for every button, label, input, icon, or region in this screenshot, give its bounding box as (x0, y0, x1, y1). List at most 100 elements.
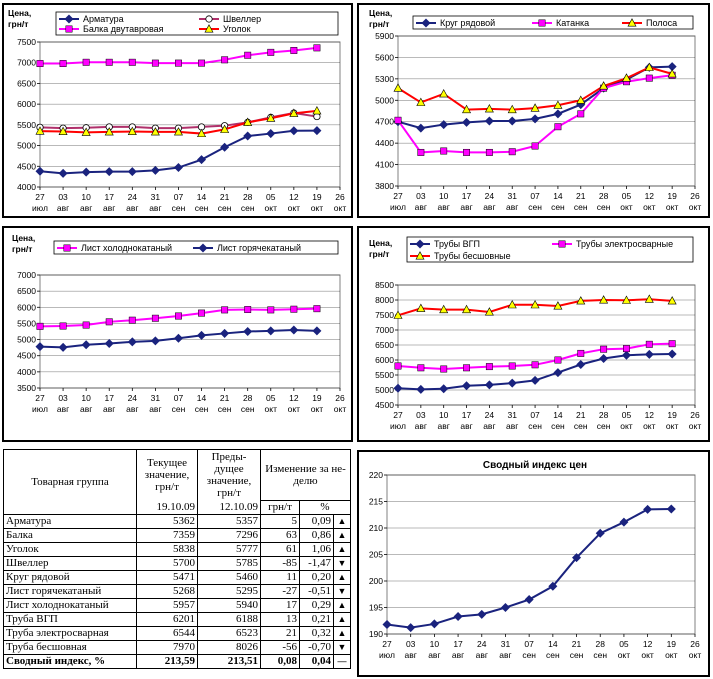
x-tick-label-month: сен (241, 203, 255, 213)
data-point (243, 117, 253, 126)
y-tick-label: 4000 (17, 367, 36, 377)
x-tick-label-day: 14 (548, 639, 558, 649)
header-group: Товарная группа (3, 449, 137, 515)
data-point (553, 368, 563, 378)
data-point (668, 340, 676, 348)
data-point (577, 349, 585, 357)
table-total-row: Сводный индекс, % 213,59 213,51 0,08 0,04— (3, 653, 351, 669)
data-point (198, 59, 205, 67)
x-tick-label-month: сен (551, 202, 565, 212)
header-previous-line: дущее (214, 463, 244, 475)
data-point (220, 328, 230, 338)
header-current-line: Текущее (146, 457, 188, 469)
y-tick-label: 3800 (375, 181, 394, 191)
data-point (577, 110, 585, 118)
data-point (266, 113, 276, 122)
header-change-line: делю (293, 474, 318, 487)
y-tick-label: 6500 (17, 286, 36, 296)
data-point (600, 345, 608, 353)
x-tick-label-month: окт (288, 203, 301, 213)
header-current: Текущее значение, грн/т (136, 449, 198, 500)
row-arrow: ▲ (333, 625, 351, 641)
x-tick-label-day: 27 (393, 191, 403, 201)
x-tick-label-month: окт (620, 202, 633, 212)
y-tick-label: 7000 (17, 58, 36, 68)
data-point (429, 619, 439, 629)
data-point (531, 361, 539, 369)
y-tick-label: 3500 (17, 383, 36, 393)
x-tick-label-day: 03 (58, 393, 68, 403)
data-point (463, 148, 470, 156)
data-point (416, 97, 426, 106)
y-tick-label: 5500 (17, 318, 36, 328)
x-tick-label-month: сен (597, 421, 611, 431)
x-tick-label-month: окт (689, 650, 702, 660)
legend-marker (63, 244, 71, 252)
x-tick-label-month: сен (597, 202, 611, 212)
x-tick-label-month: окт (666, 421, 679, 431)
data-point (666, 504, 676, 514)
x-tick-label-day: 31 (507, 191, 517, 201)
row-change-abs: 21 (260, 625, 300, 641)
data-point (151, 314, 159, 322)
data-point (312, 326, 322, 336)
row-previous: 8026 (197, 639, 261, 655)
series-2 (36, 44, 321, 67)
x-tick-label-month: окт (618, 650, 631, 660)
legend-label: Круг рядовой (440, 18, 495, 28)
data-point (393, 383, 403, 393)
x-tick-label-day: 17 (453, 639, 463, 649)
data-point (484, 104, 494, 113)
table-body: Арматура 5362 5357 5 0,09 ▲ Балка 7359 7296 63 0,8… (3, 513, 351, 669)
row-previous: 5295 (197, 583, 261, 599)
table-row: Лист горячекатаный 5268 5295 -27 -0,51 ▼ (3, 583, 351, 599)
data-point (382, 619, 392, 629)
data-point (477, 609, 487, 619)
x-tick-label-day: 07 (174, 393, 184, 403)
y-tick-label: 5300 (375, 74, 394, 84)
x-tick-label-month: авг (438, 202, 450, 212)
x-tick-label-day: 21 (220, 393, 230, 403)
data-point (644, 349, 654, 359)
row-previous: 6523 (197, 625, 261, 641)
row-previous: 5357 (197, 513, 261, 529)
y-tick-label: 4500 (17, 161, 36, 171)
row-previous: 6188 (197, 611, 261, 627)
data-point (417, 364, 425, 372)
data-point (82, 321, 90, 329)
header-previous-line: Преды- (211, 451, 247, 463)
row-current: 213,59 (136, 653, 198, 669)
x-tick-label-day: 07 (530, 191, 540, 201)
table-header-row: Товарная группа Текущее значение, грн/т … (3, 449, 351, 515)
data-point (197, 155, 207, 165)
data-point (266, 326, 276, 336)
data-point (393, 310, 403, 319)
legend-marker (205, 15, 213, 23)
y-axis-label: Цена, (12, 233, 35, 243)
x-tick-label-day: 31 (151, 192, 161, 202)
legend-box (55, 11, 339, 36)
legend-label: Трубы бесшовные (434, 251, 511, 261)
y-tick-label: 4500 (17, 351, 36, 361)
x-tick-label-month: авг (452, 650, 464, 660)
x-tick-label-day: 24 (477, 639, 487, 649)
data-point (623, 345, 630, 353)
legend-marker (627, 18, 637, 27)
legend-marker (64, 14, 74, 24)
x-tick-label-month: авг (476, 650, 488, 660)
legend-label: Балка двутавровая (83, 24, 164, 34)
row-name: Балка (3, 527, 137, 543)
row-name: Труба электросварная (3, 625, 137, 641)
y-tick-label: 205 (369, 550, 383, 560)
series-0 (35, 126, 322, 178)
y-tick-label: 7000 (17, 270, 36, 280)
data-point (462, 117, 472, 127)
row-name: Арматура (3, 513, 137, 529)
legend-label: Арматура (83, 14, 124, 24)
x-tick-label-day: 27 (393, 410, 403, 420)
x-tick-label-day: 17 (104, 192, 114, 202)
data-point (462, 304, 472, 314)
data-point (59, 322, 67, 330)
data-point (59, 60, 67, 67)
data-point (621, 350, 631, 360)
